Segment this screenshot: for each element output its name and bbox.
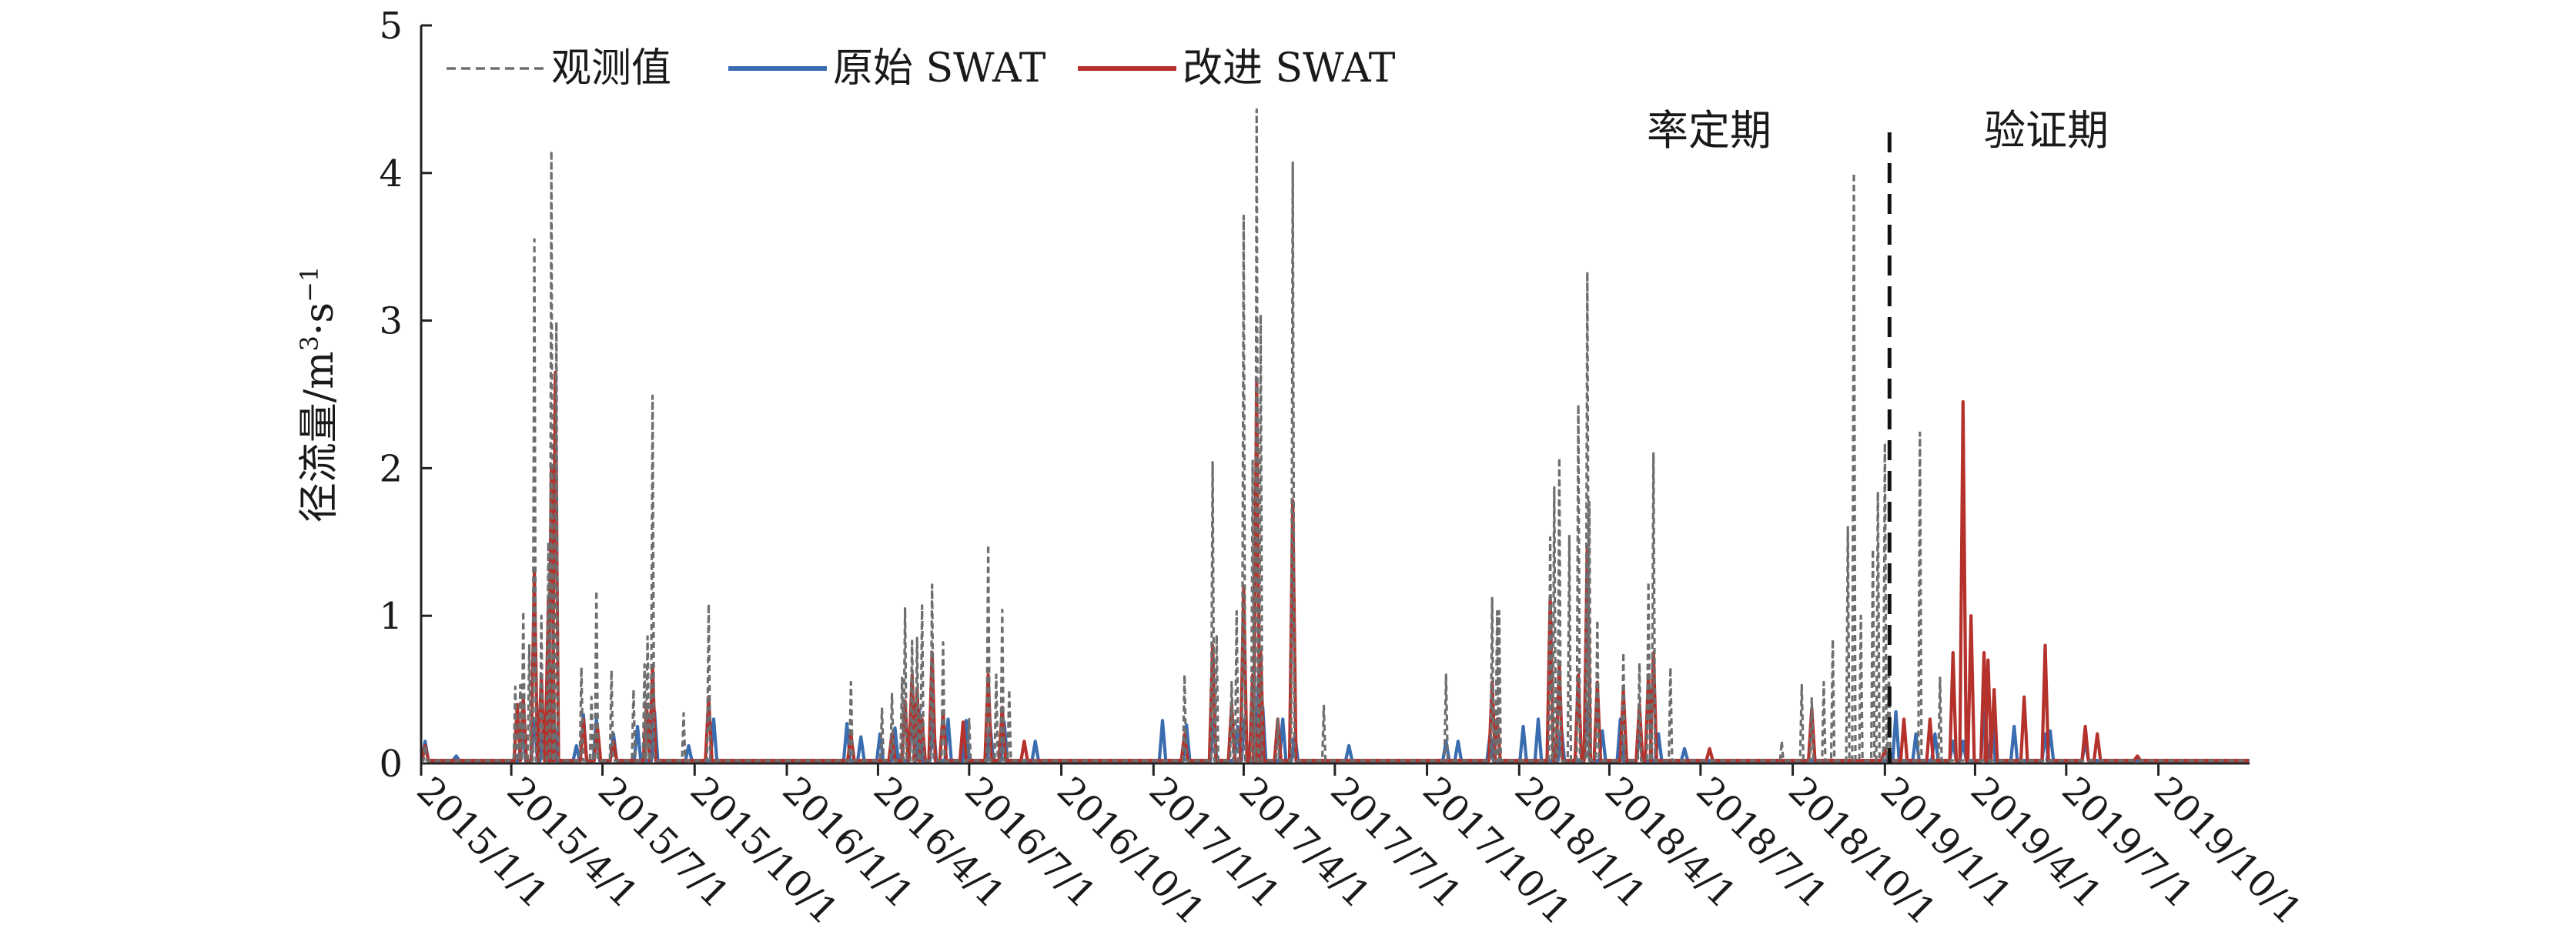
y-tick-label: 2: [379, 447, 403, 490]
legend-label: 改进 SWAT: [1183, 45, 1396, 92]
legend: 观测值 原始 SWAT 改进 SWAT: [447, 45, 1396, 92]
y-tick-label: 0: [379, 743, 403, 786]
y-tick-label: 1: [379, 595, 403, 638]
y-axis-title: 径流量/m3·s−1: [295, 266, 343, 523]
legend-label: 原始 SWAT: [833, 45, 1046, 92]
calibration-period-label: 率定期: [1647, 106, 1771, 155]
series-line-observed: [421, 108, 2250, 762]
y-ticks: 0 1 2 3 4 5: [379, 5, 432, 786]
series-line-improved-swat: [420, 370, 2250, 763]
y-tick-label: 3: [379, 300, 403, 343]
legend-label: 观测值: [551, 45, 671, 92]
validation-period-label: 验证期: [1984, 106, 2109, 155]
series-layer: [420, 108, 2250, 763]
y-tick-label: 5: [379, 5, 403, 48]
x-ticks: 2015/1/12015/4/12015/7/12015/10/12016/1/…: [409, 763, 2310, 933]
y-tick-label: 4: [379, 152, 403, 195]
